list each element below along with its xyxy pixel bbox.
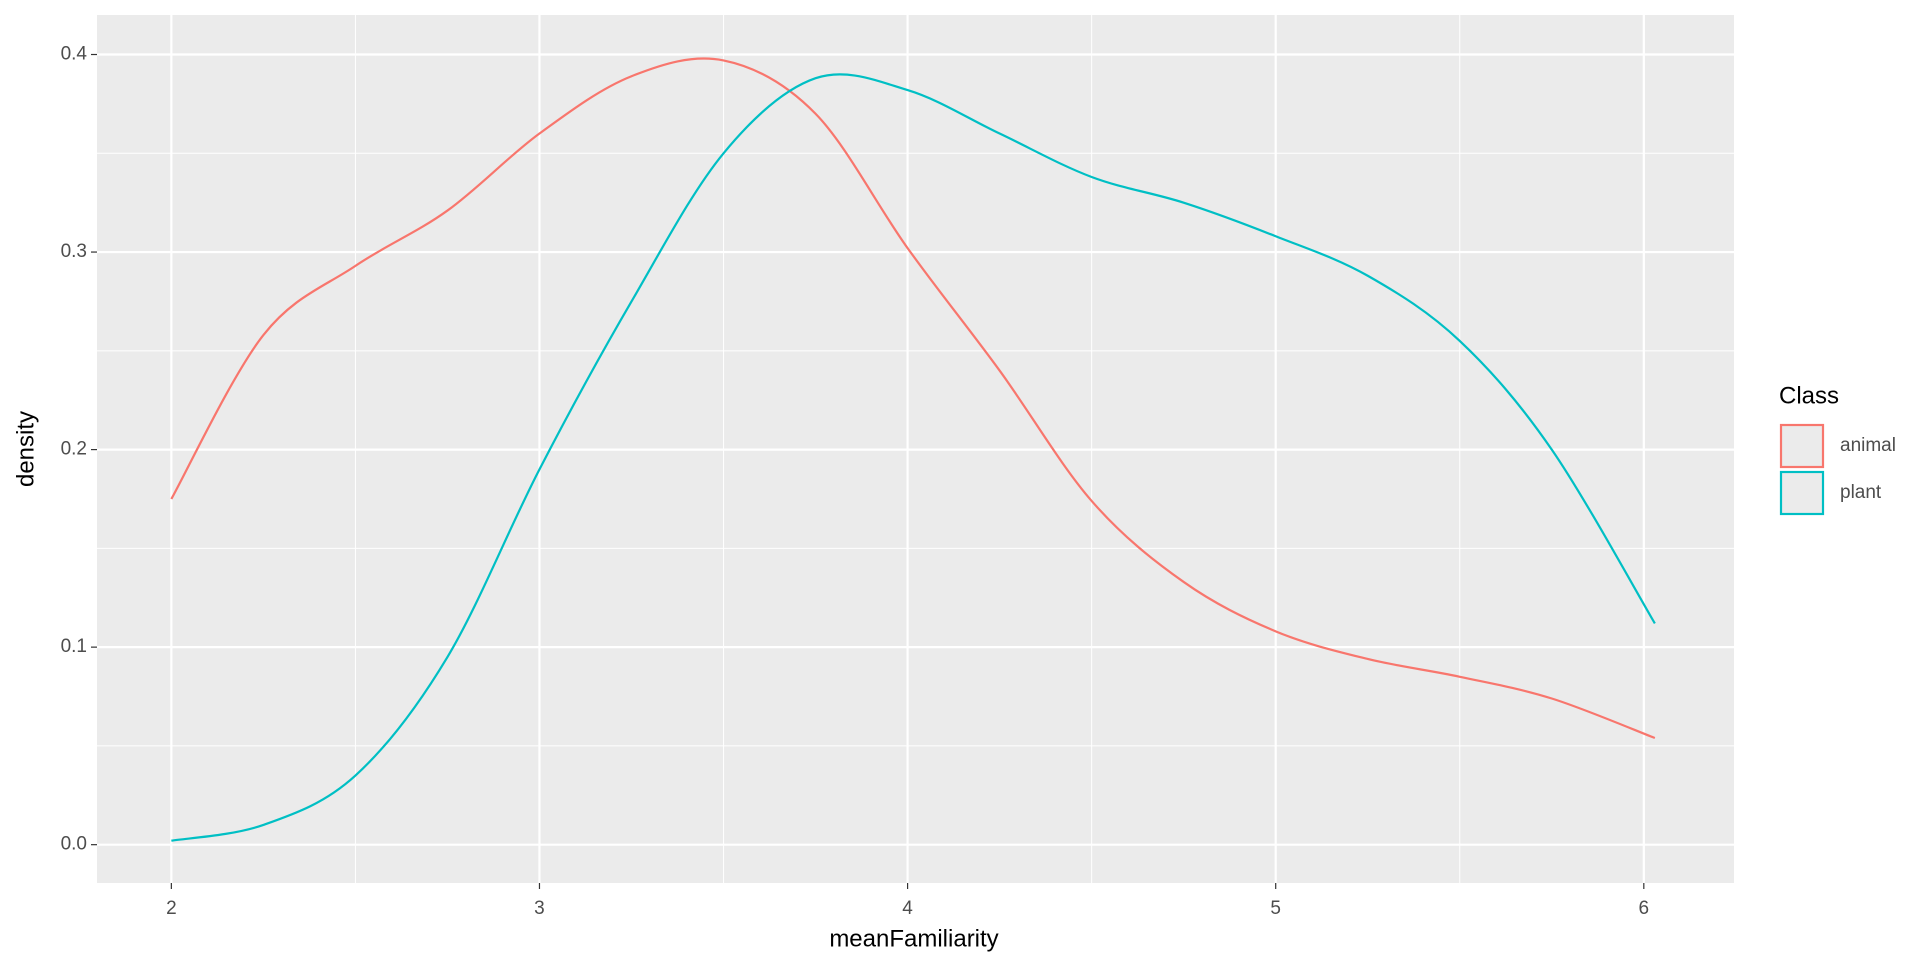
legend-key [1779,423,1825,469]
density-line [171,73,1656,842]
legend-key [1779,470,1825,516]
y-axis-title: density [12,411,39,487]
y-tick-label: 0.1 [61,636,87,657]
legend-title: Class [1779,382,1839,409]
y-tick-label: 0.4 [61,44,88,65]
lines [170,57,1656,842]
x-tick-label: 5 [1270,898,1281,919]
y-tick-label: 0.0 [61,834,87,855]
density-line [170,57,1656,740]
legend-label: plant [1840,482,1882,503]
legend-label: animal [1840,435,1896,456]
x-tick-label: 2 [166,898,177,919]
y-tick-label: 0.3 [61,241,87,262]
y-tick-label: 0.2 [61,439,87,460]
x-axis-title: meanFamiliarity [829,925,998,952]
grid [97,15,1734,883]
x-tick-label: 3 [534,898,545,919]
x-tick-label: 6 [1639,898,1650,919]
x-tick-label: 4 [902,898,913,919]
